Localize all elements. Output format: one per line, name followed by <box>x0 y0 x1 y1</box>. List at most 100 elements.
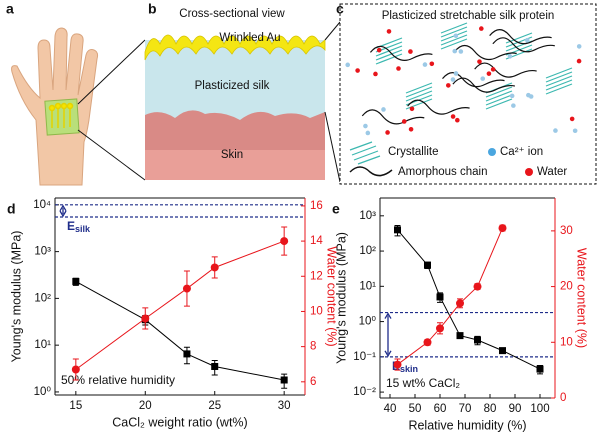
water-molecule <box>386 29 392 34</box>
data-point <box>211 362 219 370</box>
water-molecule <box>408 49 413 54</box>
x-tick-label: 60 <box>434 403 447 415</box>
ion <box>524 37 530 43</box>
amorphous-chain <box>454 44 517 61</box>
ion <box>480 76 486 81</box>
crystallite <box>405 86 433 98</box>
y-tick-label: 10⁴ <box>33 199 51 211</box>
data-point <box>182 284 191 293</box>
reference-label-sub: skin <box>400 364 418 374</box>
panel-title: Plasticized stretchable silk protein <box>382 10 555 22</box>
legend-crystallite-icon <box>349 141 381 165</box>
crystallite <box>440 22 468 34</box>
water-molecule <box>576 58 582 64</box>
water-molecule <box>429 61 435 67</box>
y2-tick-label: 10 <box>560 336 573 348</box>
ion <box>453 33 459 39</box>
ion <box>553 128 558 133</box>
x-axis-label: Relative humidity (%) <box>408 418 526 432</box>
crystallite <box>545 71 573 83</box>
panel-label: c <box>336 1 344 17</box>
ion <box>511 103 516 108</box>
panel-label: b <box>148 1 157 17</box>
reference-label-sub: silk <box>75 224 91 234</box>
layer-label: Plasticized silk <box>195 80 270 92</box>
data-point <box>423 338 432 347</box>
water-molecule <box>569 116 575 122</box>
hand-illustration <box>11 27 146 186</box>
amorphous-chain <box>407 99 470 115</box>
water-molecule <box>408 126 414 132</box>
crystallite <box>440 34 468 46</box>
y-tick-label: 10⁻² <box>353 386 376 398</box>
note: 50% relative humidity <box>61 373 175 387</box>
water-molecule <box>445 83 451 88</box>
x-tick-label: 40 <box>384 403 397 415</box>
amorphous-chain <box>492 37 555 53</box>
amorphous-chain <box>369 45 433 61</box>
data-point <box>280 376 288 384</box>
ion <box>422 62 428 67</box>
y2-tick-label: 16 <box>310 200 323 212</box>
zoom-line <box>324 21 341 41</box>
x-axis-label: CaCl₂ weight ratio (wt%) <box>112 415 247 429</box>
legend-label: Ca²⁺ ion <box>500 146 543 158</box>
data-point <box>72 277 80 285</box>
y2-tick-label: 20 <box>560 281 573 293</box>
reference-label-main: E <box>67 219 75 233</box>
cross-section <box>144 34 326 180</box>
y2-tick-label: 0 <box>560 392 566 404</box>
y2-axis-label: Water content (%) <box>575 248 589 348</box>
water-molecule <box>477 59 482 64</box>
crystallite <box>545 75 573 87</box>
arrow-head <box>384 312 392 358</box>
crystallite <box>405 82 433 94</box>
legend-ion-icon <box>488 148 496 156</box>
water-molecule <box>409 106 415 112</box>
amorphous-chain <box>489 29 552 45</box>
data-point <box>71 365 80 374</box>
layer-label: Wrinkled Au <box>219 32 280 44</box>
amorphous-chain <box>452 77 516 93</box>
x-tick-label: 15 <box>69 400 82 412</box>
y2-tick-label: 6 <box>310 376 316 388</box>
water-molecule <box>355 68 360 73</box>
amorphous-chain <box>474 62 537 78</box>
water-molecule <box>455 117 460 123</box>
ion <box>365 130 371 136</box>
crystallite <box>375 49 403 61</box>
series-line <box>397 227 503 365</box>
ion <box>452 48 458 54</box>
data-point <box>183 350 191 358</box>
water-molecule <box>385 130 390 135</box>
legend-water-icon <box>525 168 533 176</box>
y-tick-label: 10³ <box>34 246 51 258</box>
data-point <box>474 336 481 344</box>
x-tick-label: 100 <box>530 403 549 415</box>
x-tick-label: 30 <box>278 400 291 412</box>
ion <box>450 77 456 82</box>
y2-tick-label: 10 <box>310 305 323 317</box>
y2-tick-label: 8 <box>310 341 316 353</box>
molecules <box>345 22 582 136</box>
y-tick-label: 10³ <box>359 210 376 222</box>
y-tick-label: 10⁰ <box>34 386 52 398</box>
crystallite <box>485 86 513 98</box>
data-point <box>393 360 402 369</box>
crystallite <box>485 94 513 106</box>
panel-label: e <box>332 201 340 217</box>
legend-label: Water <box>537 166 567 178</box>
x-tick-label: 70 <box>459 403 472 415</box>
water-molecule <box>401 119 407 124</box>
ion <box>381 107 386 112</box>
legend-label: Crystallite <box>388 146 438 158</box>
panel-label: a <box>6 1 14 17</box>
x-tick-label: 90 <box>509 403 522 415</box>
data-point <box>141 314 150 323</box>
series-line <box>75 240 285 370</box>
crystallite <box>545 67 573 79</box>
y2-tick-label: 30 <box>560 225 573 237</box>
layer-label: Skin <box>221 149 243 161</box>
ion <box>345 62 351 68</box>
